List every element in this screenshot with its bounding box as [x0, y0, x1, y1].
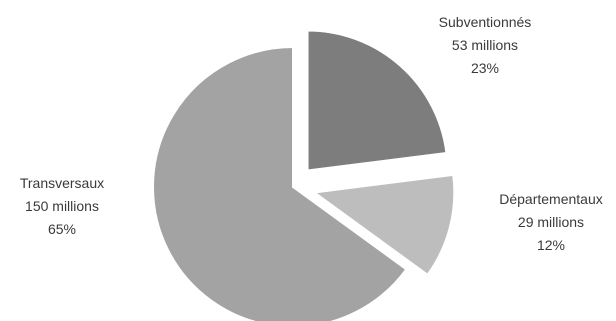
slice-label-transversaux: Transversaux 150 millions 65% [20, 175, 104, 237]
label-subventionnes-name: Subventionnés [439, 14, 532, 30]
slice-transversaux [152, 45, 408, 321]
label-transversaux-amount: 150 millions [25, 198, 99, 214]
label-transversaux-name: Transversaux [20, 175, 104, 191]
label-subventionnes-percent: 23% [471, 60, 499, 76]
label-departementaux-amount: 29 millions [518, 214, 584, 230]
label-transversaux-percent: 65% [48, 221, 76, 237]
slice-label-departementaux: Départementaux 29 millions 12% [499, 191, 603, 253]
label-subventionnes-amount: 53 millions [452, 37, 518, 53]
slice-subventionnes [306, 29, 448, 172]
slice-label-subventionnes: Subventionnés 53 millions 23% [439, 14, 532, 76]
slice-departementaux [311, 173, 456, 277]
label-departementaux-name: Départementaux [499, 191, 603, 207]
pie-slices [152, 29, 456, 321]
label-departementaux-percent: 12% [537, 237, 565, 253]
